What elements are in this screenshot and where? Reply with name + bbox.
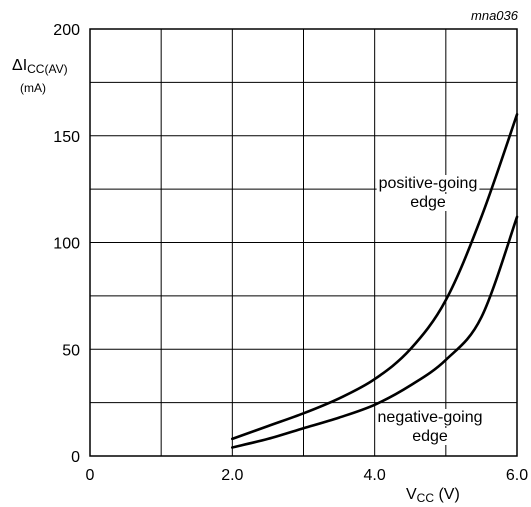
y-axis-unit: (mA) <box>20 81 46 95</box>
y-axis-label-main: ΔI <box>12 57 27 74</box>
plot-frame <box>89 28 518 457</box>
series-line-negative-going <box>231 215 519 449</box>
y-axis-label: ΔICC(AV) <box>12 57 68 76</box>
x-axis-label-unit: (V) <box>434 486 460 503</box>
label-bg <box>375 409 485 426</box>
figure-id: mna036 <box>471 8 519 23</box>
label-bg <box>408 194 448 211</box>
y-tick-label: 50 <box>62 342 80 359</box>
series-group <box>231 113 519 449</box>
y-axis-label-sub: CC(AV) <box>27 62 67 76</box>
x-tick-labels: 0 2.0 4.0 6.0 <box>86 467 529 484</box>
y-tick-label: 200 <box>53 22 80 39</box>
series-label-line: edge <box>412 428 448 445</box>
label-bg <box>410 428 450 445</box>
y-tick-label: 100 <box>53 236 80 253</box>
x-tick-label: 4.0 <box>364 467 386 484</box>
y-tick-labels: 0 50 100 150 200 <box>53 22 80 466</box>
series-line-positive-going <box>231 113 519 441</box>
x-tick-label: 0 <box>86 467 95 484</box>
x-axis-label: VCC (V) <box>406 486 460 505</box>
x-tick-label: 6.0 <box>506 467 528 484</box>
y-tick-label: 150 <box>53 129 80 146</box>
series-labels: positive-going edge negative-going edge <box>375 175 485 445</box>
label-bg <box>376 175 480 192</box>
x-axis-label-main: V <box>406 486 417 503</box>
series-label-line: edge <box>410 194 446 211</box>
grid <box>90 29 517 456</box>
series-label-line: negative-going <box>378 409 483 426</box>
x-axis-label-sub: CC <box>417 491 435 505</box>
y-tick-label: 0 <box>71 449 80 466</box>
x-tick-label: 2.0 <box>221 467 243 484</box>
series-label-line: positive-going <box>379 175 478 192</box>
